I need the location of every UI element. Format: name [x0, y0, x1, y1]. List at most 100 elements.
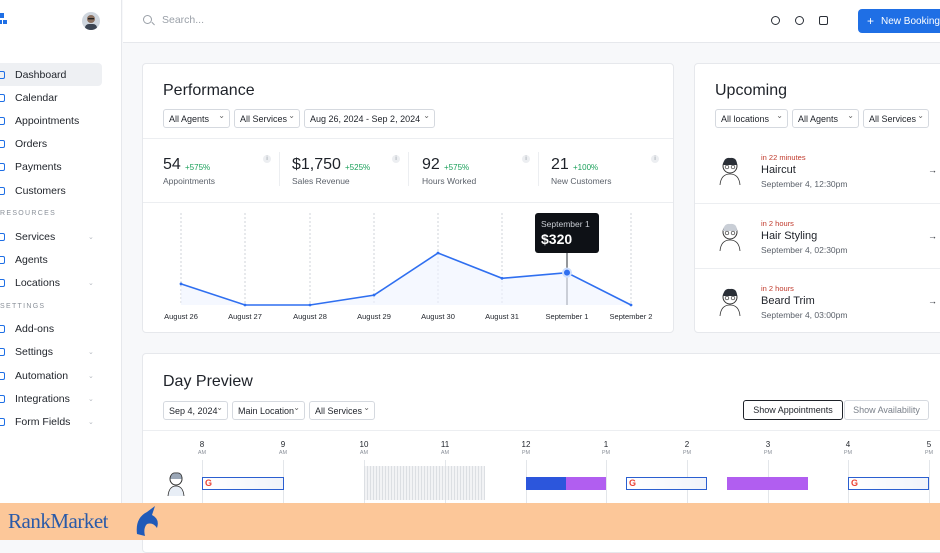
- upcoming-item[interactable]: in 22 minutes Haircut September 4, 12:30pm…: [695, 138, 940, 203]
- google-event-8am[interactable]: G: [202, 477, 284, 490]
- sidebar-item-settings[interactable]: Settings ⌄: [0, 341, 122, 364]
- chart-tooltip: September 1 $320: [535, 213, 599, 253]
- upcoming-title: Upcoming: [715, 82, 788, 99]
- customers-icon: [0, 186, 5, 195]
- payments-icon: [0, 163, 5, 172]
- upcoming-time: in 22 minutes: [761, 153, 806, 162]
- arrow-right-icon[interactable]: →: [928, 231, 937, 241]
- sidebar-item-payments[interactable]: Payments: [0, 156, 122, 179]
- upcoming-item[interactable]: in 2 hours Hair Styling September 4, 02:30…: [695, 203, 940, 268]
- sidebar: Dashboard Calendar Appointments Orders Payme…: [0, 0, 122, 540]
- filter-services-upcoming[interactable]: All Services: [863, 109, 929, 128]
- dashboard-icon: [0, 70, 5, 79]
- chart-point: [562, 267, 572, 278]
- sidebar-item-integrations[interactable]: Integrations ⌄: [0, 387, 122, 410]
- chevron-down-icon[interactable]: ⌄: [88, 395, 94, 403]
- appointment-block-3pm[interactable]: [727, 477, 808, 490]
- kpi-delta: +525%: [345, 163, 371, 172]
- form-fields-icon: [0, 418, 5, 427]
- chart-series-line: [180, 252, 632, 306]
- info-icon[interactable]: i: [392, 155, 400, 163]
- chevron-down-icon[interactable]: ⌄: [88, 419, 94, 427]
- integrations-icon: [0, 394, 5, 403]
- show-appointments-toggle[interactable]: Show Appointments: [743, 400, 843, 420]
- filter-location[interactable]: Main Location: [232, 401, 305, 420]
- show-availability-toggle[interactable]: Show Availability: [844, 400, 929, 420]
- filter-agents[interactable]: All Agents: [163, 109, 230, 128]
- info-icon[interactable]: i: [263, 155, 271, 163]
- sidebar-item-add-ons[interactable]: Add-ons: [0, 318, 122, 341]
- user-avatar[interactable]: [82, 12, 100, 30]
- chevron-down-icon[interactable]: ⌄: [88, 280, 94, 288]
- info-icon[interactable]: i: [651, 155, 659, 163]
- filter-locations[interactable]: All locations: [715, 109, 788, 128]
- sidebar-item-customers[interactable]: Customers: [0, 179, 122, 202]
- hour-label: 1 PM: [601, 440, 611, 456]
- kpi-value: 92: [422, 156, 440, 173]
- sidebar-item-automation[interactable]: Automation ⌄: [0, 364, 122, 387]
- add-ons-icon: [0, 325, 5, 334]
- clock-icon[interactable]: [795, 16, 804, 25]
- kpi-delta: +575%: [444, 163, 470, 172]
- sidebar-item-dashboard[interactable]: Dashboard: [0, 63, 102, 87]
- customer-avatar: [717, 286, 743, 317]
- hour-label: 9 AM: [278, 440, 288, 456]
- filter-services-day[interactable]: All Services: [309, 401, 375, 420]
- customer-avatar: [717, 155, 743, 186]
- kpi-label: Sales Revenue: [292, 176, 350, 186]
- x-tick-label: August 27: [228, 312, 262, 321]
- chart-point: [243, 303, 247, 307]
- new-booking-button[interactable]: + New Booking: [858, 9, 940, 33]
- arrow-right-icon[interactable]: →: [928, 165, 937, 175]
- performance-chart: [179, 213, 633, 307]
- x-tick-label: August 28: [293, 312, 327, 321]
- upcoming-list: in 22 minutes Haircut September 4, 12:30pm…: [695, 138, 940, 333]
- hour-label: 3 PM: [763, 440, 773, 456]
- chevron-down-icon[interactable]: ⌄: [88, 372, 94, 380]
- upcoming-item[interactable]: in 2 hours Beard Trim September 4, 03:00pm…: [695, 268, 940, 333]
- kpi-value: 21: [551, 156, 569, 173]
- filter-date-range[interactable]: Aug 26, 2024 - Sep 2, 2024: [304, 109, 435, 128]
- sidebar-item-orders[interactable]: Orders: [0, 133, 122, 156]
- kpi-delta: +100%: [573, 163, 599, 172]
- sidebar-item-agents[interactable]: Agents: [0, 248, 122, 271]
- sidebar-item-form-fields[interactable]: Form Fields ⌄: [0, 410, 122, 433]
- agents-icon: [0, 255, 5, 264]
- filter-agents-upcoming[interactable]: All Agents: [792, 109, 859, 128]
- watermark-logo: RankMarket: [8, 509, 108, 533]
- hour-label: 4 PM: [843, 440, 853, 456]
- x-tick-label: August 29: [357, 312, 391, 321]
- filter-services[interactable]: All Services: [234, 109, 300, 128]
- search-icon: [143, 15, 152, 24]
- info-icon[interactable]: i: [522, 155, 530, 163]
- upcoming-date: September 4, 02:30pm: [761, 245, 848, 255]
- google-event-1pm[interactable]: G: [626, 477, 707, 490]
- upcoming-card: [694, 63, 940, 333]
- chevron-down-icon[interactable]: ⌄: [88, 349, 94, 357]
- upcoming-date: September 4, 12:30pm: [761, 179, 848, 189]
- appointment-block-purple[interactable]: [566, 477, 606, 490]
- sidebar-nav: Dashboard Calendar Appointments Orders Payme…: [0, 63, 122, 434]
- upcoming-time: in 2 hours: [761, 219, 794, 228]
- sidebar-item-services[interactable]: Services ⌄: [0, 225, 122, 248]
- search-input[interactable]: Search...: [162, 14, 205, 26]
- chat-icon[interactable]: [771, 16, 780, 25]
- inbox-icon[interactable]: [819, 16, 828, 25]
- chevron-down-icon[interactable]: ⌄: [88, 233, 94, 241]
- orders-icon: [0, 140, 5, 149]
- appointment-block-blue[interactable]: [526, 477, 566, 490]
- sidebar-item-appointments[interactable]: Appointments: [0, 109, 122, 132]
- arrow-right-icon[interactable]: →: [928, 296, 937, 306]
- appointments-icon: [0, 116, 5, 125]
- x-tick-label: September 2: [609, 312, 653, 321]
- sidebar-item-locations[interactable]: Locations ⌄: [0, 272, 122, 295]
- sidebar-item-calendar[interactable]: Calendar: [0, 86, 122, 109]
- google-event-4pm[interactable]: G: [848, 477, 929, 490]
- brand-logo-icon[interactable]: [0, 13, 8, 27]
- kpi-value: $1,750: [292, 156, 341, 173]
- kpi-label: Hours Worked: [422, 176, 477, 186]
- kpi-delta: +575%: [185, 163, 211, 172]
- unicorn-logo-icon: [136, 506, 158, 536]
- x-tick-label: September 1: [545, 312, 589, 321]
- filter-day[interactable]: Sep 4, 2024: [163, 401, 228, 420]
